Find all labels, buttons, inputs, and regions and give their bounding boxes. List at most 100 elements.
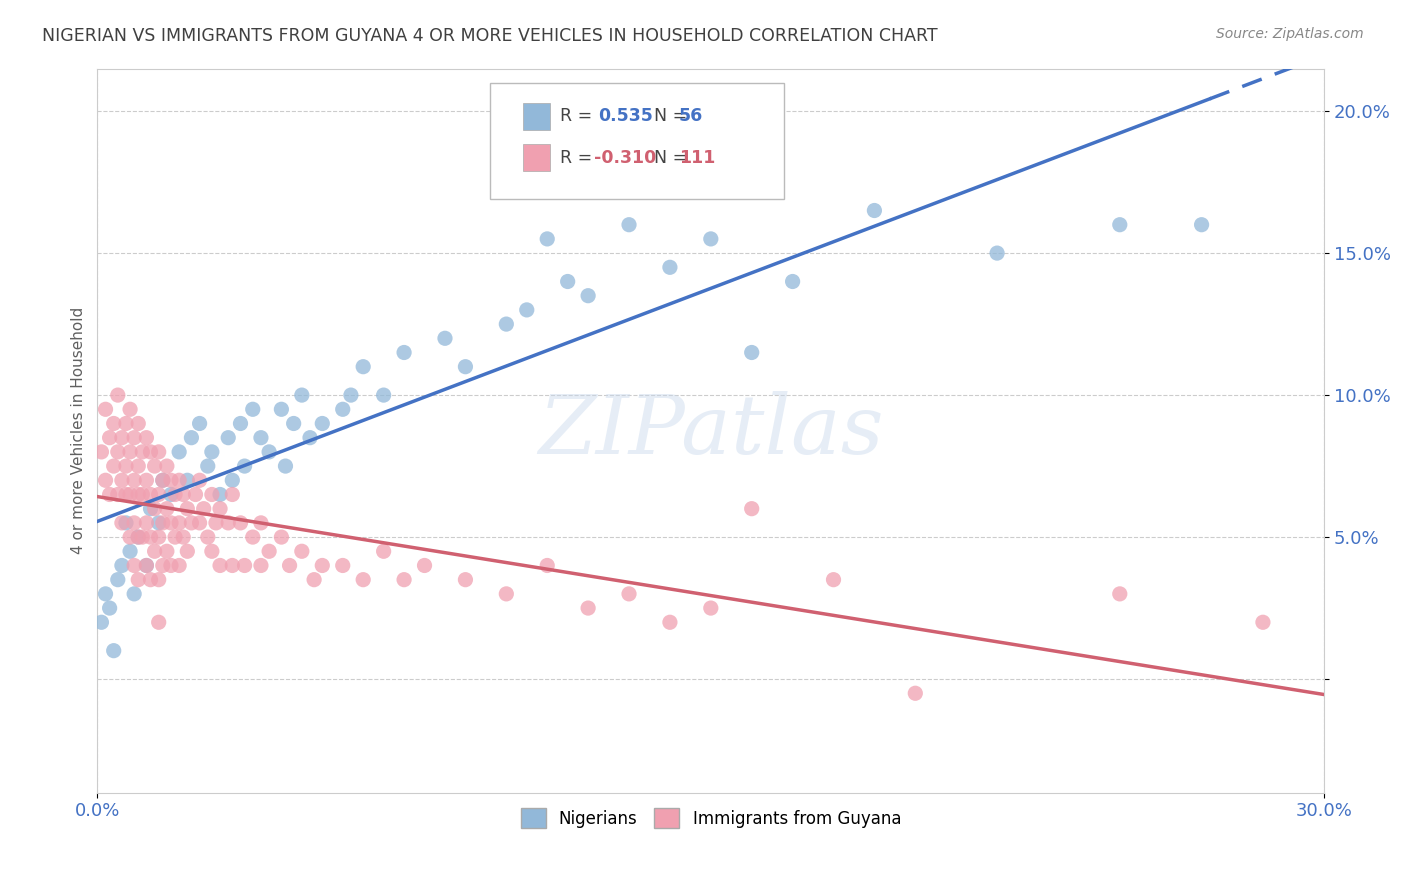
Point bbox=[250, 558, 273, 573]
Point bbox=[495, 587, 517, 601]
Point bbox=[115, 417, 138, 431]
Point bbox=[352, 573, 374, 587]
Point bbox=[120, 544, 142, 558]
Point bbox=[120, 445, 142, 459]
Text: N =: N = bbox=[644, 149, 693, 167]
Point bbox=[454, 573, 477, 587]
Point bbox=[197, 530, 219, 544]
Point bbox=[156, 459, 179, 474]
Point bbox=[1108, 587, 1130, 601]
Point bbox=[148, 516, 170, 530]
Point bbox=[152, 516, 174, 530]
Point bbox=[201, 445, 224, 459]
Point bbox=[115, 459, 138, 474]
Point bbox=[172, 530, 194, 544]
Point bbox=[536, 232, 558, 246]
Point bbox=[107, 445, 129, 459]
Point bbox=[209, 487, 232, 501]
Text: Source: ZipAtlas.com: Source: ZipAtlas.com bbox=[1216, 27, 1364, 41]
Point bbox=[197, 459, 219, 474]
Point bbox=[340, 388, 363, 402]
Point bbox=[127, 459, 149, 474]
Point bbox=[172, 487, 194, 501]
Point bbox=[180, 431, 202, 445]
Point bbox=[176, 544, 198, 558]
Point bbox=[823, 573, 845, 587]
Point bbox=[167, 473, 190, 487]
Y-axis label: 4 or more Vehicles in Household: 4 or more Vehicles in Household bbox=[72, 307, 86, 554]
Point bbox=[165, 530, 187, 544]
Point bbox=[98, 431, 121, 445]
Point bbox=[148, 530, 170, 544]
Point bbox=[229, 417, 252, 431]
Point bbox=[131, 530, 153, 544]
Point bbox=[1191, 218, 1213, 232]
Point bbox=[120, 530, 142, 544]
Point bbox=[209, 501, 232, 516]
Point bbox=[291, 388, 314, 402]
Point bbox=[111, 431, 134, 445]
Point bbox=[107, 388, 129, 402]
Point bbox=[122, 431, 145, 445]
Point bbox=[131, 445, 153, 459]
Point bbox=[904, 686, 927, 700]
Point bbox=[94, 402, 117, 417]
Point bbox=[516, 302, 538, 317]
Point bbox=[94, 473, 117, 487]
Point bbox=[332, 402, 354, 417]
Point bbox=[373, 544, 395, 558]
Point bbox=[188, 417, 211, 431]
Point bbox=[127, 487, 149, 501]
Point bbox=[139, 445, 162, 459]
Text: 111: 111 bbox=[679, 149, 716, 167]
Point bbox=[250, 516, 273, 530]
Point bbox=[229, 516, 252, 530]
Text: NIGERIAN VS IMMIGRANTS FROM GUYANA 4 OR MORE VEHICLES IN HOUSEHOLD CORRELATION C: NIGERIAN VS IMMIGRANTS FROM GUYANA 4 OR … bbox=[42, 27, 938, 45]
Point bbox=[107, 487, 129, 501]
Point bbox=[167, 558, 190, 573]
Point bbox=[139, 487, 162, 501]
Point bbox=[332, 558, 354, 573]
Point bbox=[617, 218, 640, 232]
Point bbox=[986, 246, 1008, 260]
Point bbox=[298, 431, 321, 445]
Point bbox=[103, 417, 125, 431]
Point bbox=[152, 473, 174, 487]
Point bbox=[217, 516, 239, 530]
Point bbox=[217, 431, 239, 445]
Point bbox=[176, 473, 198, 487]
Point bbox=[392, 573, 415, 587]
Point bbox=[156, 544, 179, 558]
Point bbox=[433, 331, 456, 345]
Point bbox=[111, 473, 134, 487]
Point bbox=[1108, 218, 1130, 232]
Point bbox=[127, 417, 149, 431]
Point bbox=[205, 516, 228, 530]
Point bbox=[167, 516, 190, 530]
Point bbox=[135, 473, 157, 487]
Point bbox=[148, 487, 170, 501]
Point bbox=[233, 558, 256, 573]
Point bbox=[291, 544, 314, 558]
Point bbox=[156, 501, 179, 516]
Text: N =: N = bbox=[644, 107, 693, 125]
Point bbox=[160, 516, 183, 530]
Point bbox=[221, 487, 243, 501]
Text: ZIPatlas: ZIPatlas bbox=[538, 391, 883, 471]
Point bbox=[120, 487, 142, 501]
Point bbox=[536, 558, 558, 573]
Point bbox=[700, 232, 723, 246]
Point bbox=[278, 558, 301, 573]
Point bbox=[242, 530, 264, 544]
Legend: Nigerians, Immigrants from Guyana: Nigerians, Immigrants from Guyana bbox=[513, 801, 908, 835]
Point bbox=[115, 516, 138, 530]
Point bbox=[111, 516, 134, 530]
Point bbox=[311, 417, 333, 431]
Point bbox=[233, 459, 256, 474]
Point bbox=[373, 388, 395, 402]
Point bbox=[152, 558, 174, 573]
Point bbox=[152, 473, 174, 487]
Point bbox=[139, 530, 162, 544]
Point bbox=[122, 558, 145, 573]
Point bbox=[131, 487, 153, 501]
